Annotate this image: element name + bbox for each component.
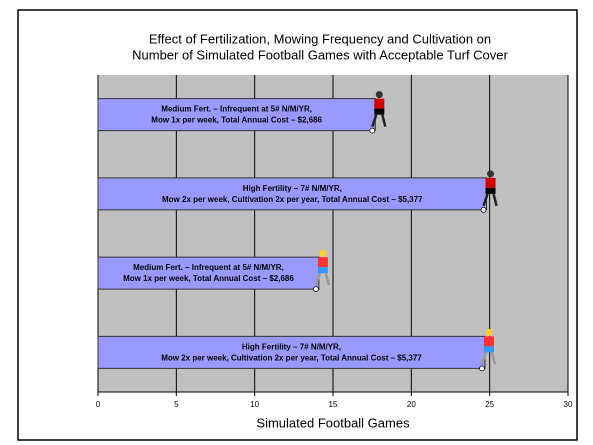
bar-label: High Fertility – 7# N/M/YR, [243, 184, 342, 193]
player-leg [381, 114, 387, 127]
player-leg [490, 352, 497, 365]
player-shirt [485, 177, 496, 188]
bar-label: Mow 1x per week, Total Annual Cost – $2,… [151, 116, 322, 125]
x-tick-label: 0 [96, 400, 101, 409]
player-leg [324, 272, 331, 286]
bar-label: Mow 1x per week, Total Annual Cost – $2,… [123, 274, 294, 283]
player-shirt [317, 257, 328, 268]
player-icon [369, 91, 387, 134]
bar-label: High Fertility – 7# N/M/YR, [242, 342, 341, 351]
player-shorts [483, 346, 494, 353]
bar-label: Mow 2x per week, Cultivation 2x per year… [161, 353, 422, 362]
player-head [319, 249, 327, 257]
chart-title: Number of Simulated Football Games with … [132, 47, 508, 62]
bar [97, 177, 488, 211]
x-tick-label: 15 [329, 400, 338, 409]
player-shorts [374, 108, 385, 115]
player-leg [314, 272, 322, 286]
player-head [375, 91, 383, 99]
player-shorts [317, 267, 328, 274]
x-tick-label: 10 [250, 400, 259, 409]
player-leg [482, 193, 489, 207]
bar [97, 256, 320, 290]
bar-label: Medium Fert. – Infrequent at 5# N/M/YR, [161, 105, 312, 114]
player-icon [313, 249, 331, 292]
player-leg [480, 351, 488, 365]
player-head [485, 328, 493, 336]
bar [97, 335, 486, 369]
bar-label: Medium Fert. – Infrequent at 5# N/M/YR, [133, 263, 284, 272]
ball [369, 127, 376, 134]
player-head [487, 170, 495, 178]
x-tick-label: 5 [174, 400, 179, 409]
player-shorts [485, 187, 496, 194]
bar-label: Mow 2x per week, Cultivation 2x per year… [162, 195, 423, 204]
player-icon [479, 328, 497, 372]
player-shirt [374, 98, 385, 109]
x-axis-label: Simulated Football Games [256, 415, 410, 430]
x-tick-label: 30 [564, 400, 573, 409]
ball [479, 365, 485, 372]
ball [313, 286, 319, 292]
bar [97, 98, 376, 132]
chart-title: Effect of Fertilization, Mowing Frequenc… [149, 31, 491, 46]
x-tick-label: 20 [407, 400, 416, 409]
player-leg [371, 114, 378, 128]
x-tick-label: 25 [485, 400, 494, 409]
player-icon [480, 170, 498, 213]
player-leg [492, 193, 498, 207]
player-shirt [483, 336, 494, 347]
ball [480, 207, 487, 213]
